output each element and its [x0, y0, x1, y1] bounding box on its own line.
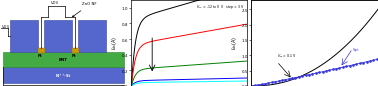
Text: Sqrt: Sqrt: [353, 48, 359, 52]
Text: $V_{GS}$: $V_{GS}$: [1, 24, 10, 31]
Bar: [38, 48, 45, 53]
Text: N$^{++}$-Si: N$^{++}$-Si: [55, 72, 71, 80]
Bar: [72, 48, 79, 53]
Y-axis label: $I_{ds}$(A): $I_{ds}$(A): [110, 36, 119, 50]
Text: Pt: Pt: [37, 54, 42, 58]
Bar: [44, 20, 72, 52]
Text: $V_{DS}$: $V_{DS}$: [50, 0, 59, 7]
Text: $V_{ds}$ = 0.1 V: $V_{ds}$ = 0.1 V: [277, 52, 297, 60]
Bar: [3, 52, 124, 67]
Bar: [79, 20, 106, 52]
Bar: [3, 67, 124, 83]
Y-axis label: $I_{ds}$(A): $I_{ds}$(A): [230, 36, 239, 50]
Bar: [10, 20, 38, 52]
Text: $V_{GS}$ = -12 to 0 V   step = 3 V: $V_{GS}$ = -12 to 0 V step = 3 V: [196, 3, 244, 11]
Text: ZnO NF: ZnO NF: [73, 2, 97, 17]
Text: Pt: Pt: [72, 54, 76, 58]
Text: BNT: BNT: [59, 58, 68, 62]
